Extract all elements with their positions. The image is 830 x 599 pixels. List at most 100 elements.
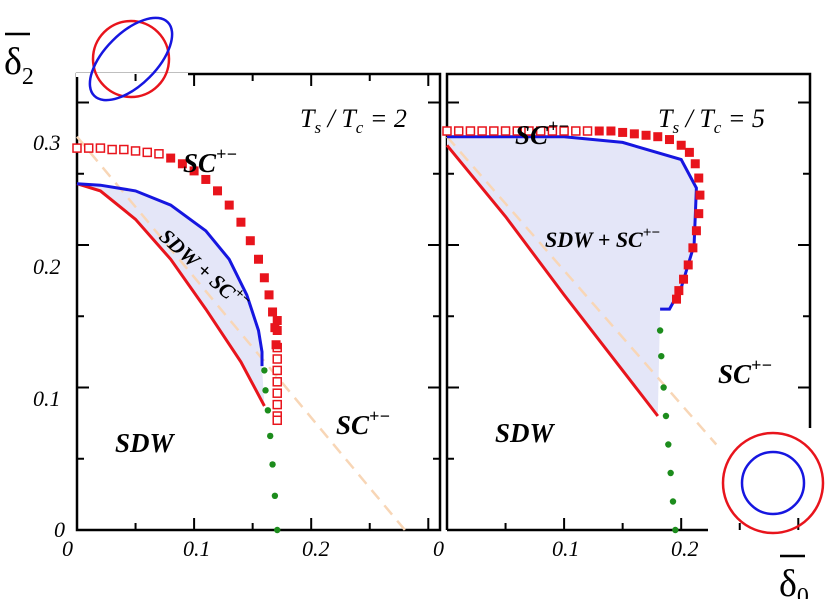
right-sc-second-order-marker-9 xyxy=(690,159,700,169)
left-sc-first-order-marker-2 xyxy=(95,143,106,153)
left-sc-first-order-marker-0 xyxy=(72,143,82,153)
left-mixed-fill xyxy=(77,183,265,406)
right-sc-second-order-marker-2 xyxy=(618,127,628,137)
right-dotted-marker-1 xyxy=(658,352,665,360)
right-sc-first-order-marker-11 xyxy=(571,126,581,136)
left-dotted-marker-0 xyxy=(261,367,268,374)
left-sc-second-order-marker-1 xyxy=(177,159,187,169)
left-sc-label-top: SC+− xyxy=(183,144,237,178)
right-sdw-boundary-line xyxy=(445,144,659,417)
left-sc-second-order-marker-14 xyxy=(272,326,282,335)
right-sc-label-top: SC+− xyxy=(515,116,569,150)
right-dotted-marker-5 xyxy=(667,469,674,477)
left-dotted-marker-2 xyxy=(264,407,272,414)
right-sc-second-order-marker-7 xyxy=(676,140,686,150)
left-ytick-label-0: 0 xyxy=(54,517,65,542)
left-sc-second-order-marker-5 xyxy=(224,200,234,210)
right-sc-first-order-marker-0 xyxy=(442,126,452,136)
right-sc-first-order-marker-7 xyxy=(524,126,534,136)
right-dotted-marker-0 xyxy=(656,327,664,334)
left-sc-second-order-marker-11 xyxy=(268,307,278,317)
left-sc-first-order-marker-10 xyxy=(272,365,282,376)
right-sc-first-order-marker-9 xyxy=(547,126,558,136)
left-ytick-label-1: 0.1 xyxy=(33,386,61,411)
left-sc-first-order-marker-6 xyxy=(142,147,153,158)
right-sc-second-order-marker-8 xyxy=(684,147,694,157)
left-sc-first-order-marker-9 xyxy=(272,354,282,364)
right-sc-second-order-marker-6 xyxy=(664,135,674,145)
right-panel-frame xyxy=(445,72,812,530)
left-sc-second-order-marker-2 xyxy=(189,166,199,176)
right-sc-second-order-marker-5 xyxy=(653,132,663,142)
right-sc-first-order-marker-10 xyxy=(559,126,569,136)
right-xtick-label-2: 0.2 xyxy=(671,536,699,561)
left-dotted-marker-3 xyxy=(267,432,274,440)
right-ticks xyxy=(447,101,810,530)
right-sc-second-order-marker-12 xyxy=(694,209,704,219)
right-dotted-marker-3 xyxy=(662,412,670,420)
right-dotted-marker-2 xyxy=(660,384,667,391)
left-sc-first-order-marker-7 xyxy=(154,149,164,159)
right-sc-second-order-marker-11 xyxy=(695,190,705,200)
left-sc-first-order-marker-15 xyxy=(272,415,282,426)
right-sc-second-order-marker-18 xyxy=(672,294,682,304)
left-sc-second-order-marker-13 xyxy=(271,340,281,350)
svg-text:δ0: δ0 xyxy=(779,563,809,599)
right-sc-first-order-marker-1 xyxy=(453,126,464,136)
x-axis-symbol: δ0 xyxy=(779,554,809,599)
right-sc-second-order-marker-10 xyxy=(694,173,704,183)
right-sc-second-order-marker-16 xyxy=(679,274,689,284)
left-sc-second-order-marker-8 xyxy=(254,254,263,264)
left-dotted-marker-4 xyxy=(269,461,276,468)
left-sc-second-order-marker-15 xyxy=(272,316,282,326)
right-sc-label-bottom: SC+− xyxy=(718,355,772,389)
right-sc-first-order-marker-12 xyxy=(582,126,593,136)
left-xtick-label-0: 0 xyxy=(62,536,73,561)
right-sdw-label: SDW xyxy=(495,418,556,448)
left-sc-second-order-marker-4 xyxy=(213,186,223,196)
left-sc-label-bottom: SC+− xyxy=(336,406,390,440)
left-panel-frame xyxy=(75,72,442,532)
left-sdw-boundary-line xyxy=(76,182,266,407)
left-sc-second-order-marker-10 xyxy=(264,290,274,300)
left-xtick-label-1: 0.1 xyxy=(183,536,211,561)
left-ratio-label: Ts / Tc = 2 xyxy=(300,104,407,137)
right-sc-first-order-marker-3 xyxy=(477,126,487,136)
left-mixed-boundary-line xyxy=(76,182,264,367)
ellipse-circle-fermi-surfaces-icon xyxy=(88,16,174,102)
left-ytick-label-2: 0.2 xyxy=(33,254,61,279)
left-sdw-label: SDW xyxy=(115,428,176,458)
left-sc-first-order-marker-1 xyxy=(83,143,94,153)
left-sc-second-order-marker-0 xyxy=(166,153,176,163)
left-xtick-label-2: 0.2 xyxy=(302,536,330,561)
y-axis-symbol: δ2 xyxy=(4,32,34,90)
right-sc-first-order-marker-8 xyxy=(535,126,546,136)
right-sc-first-order-marker-2 xyxy=(465,126,476,136)
left-dotted-marker-6 xyxy=(274,526,281,534)
right-sc-second-order-marker-1 xyxy=(606,126,616,136)
left-sc-first-order-marker-4 xyxy=(119,144,129,155)
left-ytick-label-3: 0.3 xyxy=(33,130,61,155)
right-sc-second-order-marker-13 xyxy=(691,226,701,236)
right-sc-first-order-marker-6 xyxy=(512,126,523,136)
right-dotted-marker-7 xyxy=(672,526,679,534)
left-dotted-marker-5 xyxy=(271,492,279,499)
left-dashed-line xyxy=(76,135,406,531)
right-sc-second-order-marker-17 xyxy=(674,286,684,296)
right-ratio-label: Ts / Tc = 5 xyxy=(658,104,765,137)
right-mixed-fill xyxy=(447,136,697,416)
left-dotted-marker-1 xyxy=(262,387,269,394)
right-xtick-label-0: 0 xyxy=(433,536,444,561)
right-sc-second-order-marker-4 xyxy=(641,130,651,140)
left-markers xyxy=(72,143,282,534)
right-dotted-marker-4 xyxy=(665,441,672,448)
right-sc-second-order-marker-14 xyxy=(688,243,698,253)
left-sc-first-order-marker-11 xyxy=(272,377,282,387)
left-panel xyxy=(72,72,442,534)
right-sc-first-order-marker-5 xyxy=(500,126,511,136)
right-dashed-line xyxy=(446,135,718,446)
right-panel xyxy=(442,72,812,534)
right-mixed-label: SDW + SC+− xyxy=(545,225,660,252)
svg-text:δ2: δ2 xyxy=(4,41,34,90)
